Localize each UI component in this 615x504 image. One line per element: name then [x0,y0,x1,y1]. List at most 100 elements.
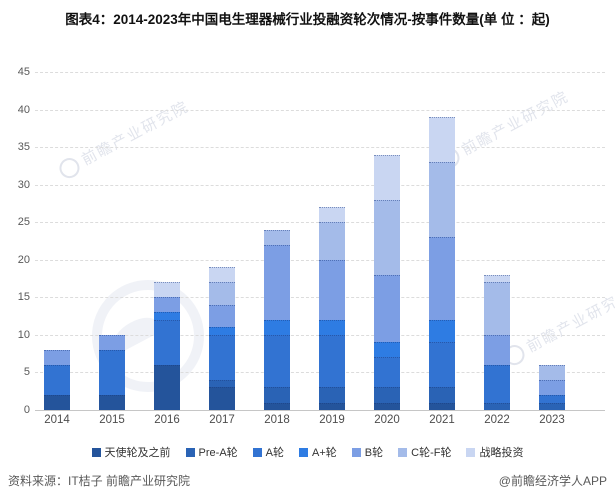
bar-segment-2023-C轮-F轮 [539,364,565,380]
bar-segment-2017-A+轮 [209,327,235,335]
bar-segment-2017-C轮-F轮 [209,282,235,305]
bar-segment-2019-B轮 [319,259,345,320]
legend-item-C轮-F轮: C轮-F轮 [398,444,451,460]
bar-segment-2018-A+轮 [264,319,290,335]
legend-label: 天使轮及之前 [104,447,171,459]
bar-segment-2018-Pre-A轮 [264,387,290,403]
bar-segment-2017-天使轮及之前 [209,387,235,410]
y-axis-tick-label: 10 [17,328,30,341]
legend-item-天使轮及之前: 天使轮及之前 [91,444,171,460]
bar-segment-2014-A轮 [44,364,70,395]
bar-segment-2021-A轮 [429,342,455,388]
bar-segment-2019-C轮-F轮 [319,222,345,260]
x-axis-label-2015: 2015 [99,414,125,426]
bar-segment-2018-A轮 [264,334,290,388]
bar-segment-2016-天使轮及之前 [154,364,180,410]
bar-segment-2020-A轮 [374,357,400,388]
source-note: 资料来源：IT桔子 前瞻产业研究院 [8,474,190,488]
legend-swatch-icon [466,447,476,457]
bar-2021 [429,72,455,410]
legend-label: A轮 [265,447,285,459]
y-axis-tick-label: 35 [17,141,30,154]
bar-segment-2019-Pre-A轮 [319,387,345,403]
bar-segment-2017-A轮 [209,334,235,380]
y-axis-tick-label: 25 [17,216,30,229]
legend-label: C轮-F轮 [411,447,452,459]
x-axis-label-2014: 2014 [44,414,70,426]
bar-segment-2022-A轮 [484,364,510,403]
bar-2015 [99,72,125,410]
bar-2016 [154,72,180,410]
y-axis-tick-label: 20 [17,253,30,266]
bar-segment-2023-Pre-A轮 [539,402,565,410]
bar-segment-2020-天使轮及之前 [374,402,400,410]
gridline-0 [35,410,605,411]
bar-segment-2021-A+轮 [429,319,455,343]
bar-2022 [484,72,510,410]
bar-segment-2019-A+轮 [319,319,345,335]
bar-segment-2014-B轮 [44,349,70,365]
legend-swatch-icon [351,447,361,457]
bar-segment-2023-A轮 [539,395,565,403]
bar-segment-2015-天使轮及之前 [99,394,125,410]
bar-segment-2021-战略投资 [429,117,455,163]
bar-segment-2019-天使轮及之前 [319,402,345,410]
bar-segment-2020-战略投资 [374,154,400,200]
bar-segment-2018-天使轮及之前 [264,402,290,410]
bar-segment-2016-B轮 [154,297,180,313]
gridline-35 [35,147,605,149]
y-axis-tick-label: 0 [23,404,30,416]
x-axis-label-2022: 2022 [484,414,510,426]
bar-2014 [44,72,70,410]
legend-item-A+轮: A+轮 [299,444,337,460]
bar-segment-2022-C轮-F轮 [484,282,510,335]
bar-2019 [319,72,345,410]
legend-label: B轮 [364,447,384,459]
x-axis-label-2018: 2018 [264,414,290,426]
x-axis-label-2021: 2021 [429,414,455,426]
x-axis-label-2017: 2017 [209,414,235,426]
bar-segment-2020-Pre-A轮 [374,387,400,403]
bar-2020 [374,72,400,410]
y-axis-tick-label: 5 [23,366,30,379]
bar-segment-2020-C轮-F轮 [374,199,400,275]
bar-segment-2020-A+轮 [374,342,400,358]
legend-label: A+轮 [312,447,337,459]
x-axis-label-2019: 2019 [319,414,345,426]
x-axis-label-2023: 2023 [539,414,565,426]
gridline-40 [35,109,605,111]
bar-segment-2021-B轮 [429,237,455,320]
legend: 天使轮及之前 Pre-A轮 A轮 A+轮 B轮 C轮-F轮 战略投资 [0,444,615,460]
chart-title: 图表4：2014-2023年中国电生理器械行业投融资轮次情况-按事件数量(单 位… [65,12,550,27]
bar-segment-2022-战略投资 [484,274,510,283]
bar-segment-2018-C轮-F轮 [264,229,290,245]
bar-2023 [539,72,565,410]
bar-2017 [209,72,235,410]
legend-swatch-icon [91,447,101,457]
bar-segment-2016-A轮 [154,319,180,365]
bar-segment-2017-B轮 [209,304,235,328]
bar-segment-2019-A轮 [319,334,345,388]
x-axis-label-2020: 2020 [374,414,400,426]
bar-segment-2022-Pre-A轮 [484,402,510,410]
legend-item-A轮: A轮 [252,444,285,460]
legend-item-Pre-A轮: Pre-A轮 [185,444,238,460]
legend-label: 战略投资 [479,447,524,459]
legend-swatch-icon [185,447,195,457]
bar-segment-2015-B轮 [99,334,125,350]
bar-segment-2014-天使轮及之前 [44,394,70,410]
bar-2018 [264,72,290,410]
bar-segment-2022-B轮 [484,334,510,365]
bar-segment-2016-战略投资 [154,282,180,298]
bar-segment-2021-天使轮及之前 [429,402,455,410]
bar-segment-2016-A+轮 [154,312,180,320]
x-axis-label-2016: 2016 [154,414,180,426]
legend-swatch-icon [252,447,262,457]
y-axis-tick-label: 45 [17,66,30,78]
bar-segment-2021-Pre-A轮 [429,387,455,403]
legend-swatch-icon [398,447,408,457]
legend-item-B轮: B轮 [351,444,384,460]
y-axis-tick-label: 40 [17,103,30,116]
bar-segment-2021-C轮-F轮 [429,162,455,238]
